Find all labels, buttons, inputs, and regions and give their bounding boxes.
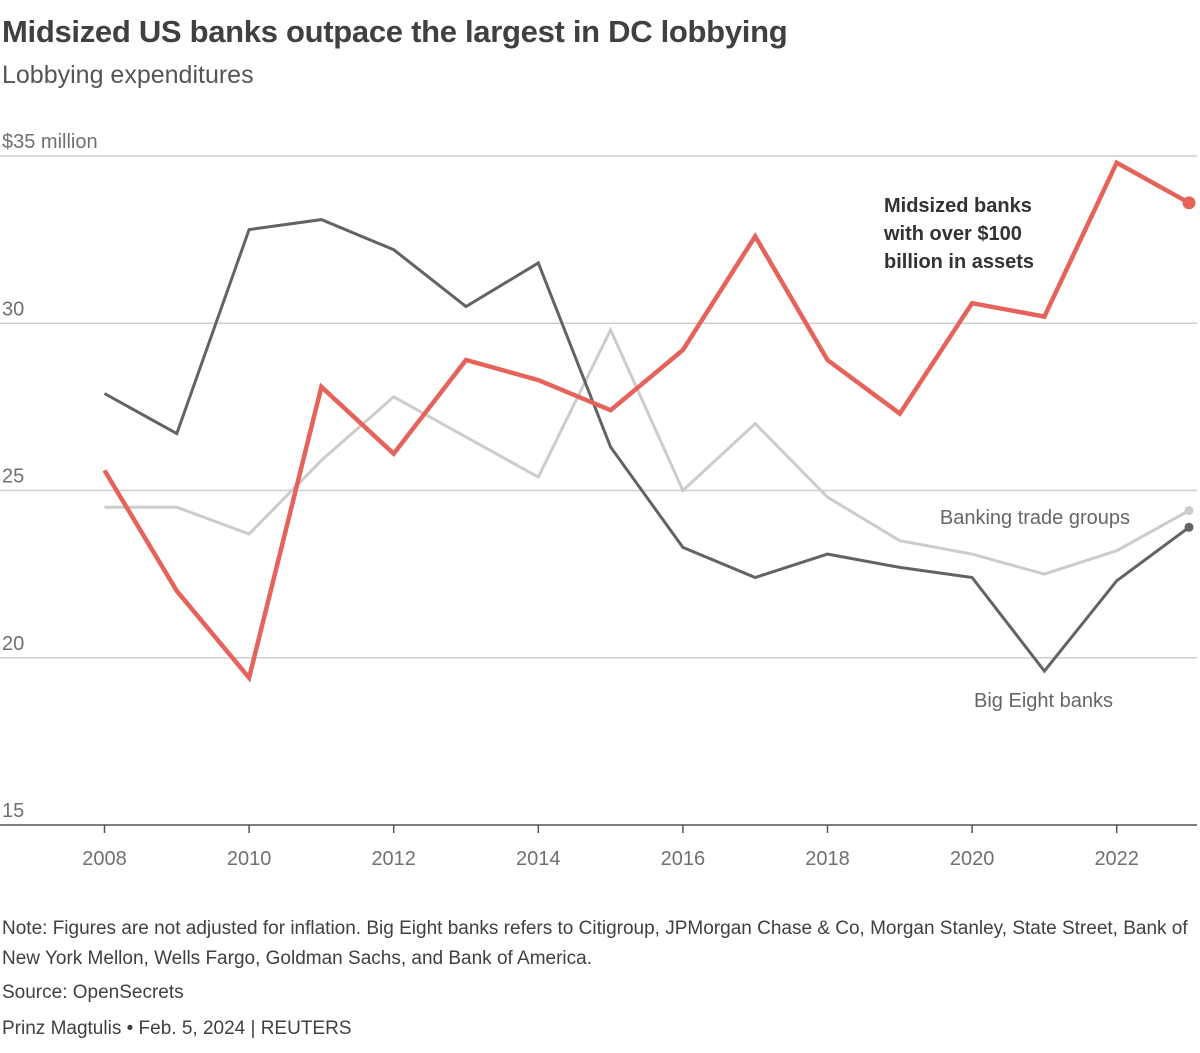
trade-groups-label: Banking trade groups bbox=[940, 507, 1130, 529]
gridlines bbox=[0, 155, 1197, 833]
x-tick-label: 2008 bbox=[82, 848, 127, 870]
trade-groups-line bbox=[104, 326, 1190, 576]
y-tick-label: $35 million bbox=[2, 131, 98, 153]
series-lines bbox=[102, 159, 1196, 683]
y-tick-label: 25 bbox=[2, 466, 24, 488]
midsized-banks-label: Midsized banks bbox=[884, 195, 1032, 217]
chart-subtitle: Lobbying expenditures bbox=[2, 61, 254, 89]
x-tick-label: 2016 bbox=[661, 848, 706, 870]
trade-groups-end-dot bbox=[1184, 506, 1194, 516]
chart-source: Source: OpenSecrets bbox=[2, 982, 184, 1003]
x-tick-label: 2010 bbox=[227, 848, 272, 870]
midsized-banks-end-dot bbox=[1182, 196, 1196, 210]
big-eight-end-dot bbox=[1184, 522, 1194, 532]
midsized-banks-line bbox=[102, 159, 1191, 683]
x-tick-label: 2022 bbox=[1094, 848, 1139, 870]
x-axis-tick-labels: 2008 2010 2012 2014 2016 2018 2020 2022 bbox=[82, 848, 1139, 870]
big-eight-label: Big Eight banks bbox=[974, 690, 1113, 712]
midsized-banks-label: billion in assets bbox=[884, 251, 1034, 273]
chart-credit: Prinz Magtulis • Feb. 5, 2024 | REUTERS bbox=[2, 1018, 352, 1039]
series-annotations: Midsized banks with over $100 billion in a… bbox=[883, 195, 1130, 712]
chart-note: Note: Figures are not adjusted for infla… bbox=[2, 918, 1188, 969]
x-tick-label: 2014 bbox=[516, 848, 561, 870]
y-tick-label: 30 bbox=[2, 298, 24, 320]
y-tick-label: 20 bbox=[2, 633, 24, 655]
line-chart: $35 million 30 25 20 15 2008 2010 2012 2014 2016… bbox=[0, 131, 1197, 870]
x-tick-label: 2018 bbox=[805, 848, 850, 870]
chart-title: Midsized US banks outpace the largest in… bbox=[2, 14, 788, 49]
x-tick-label: 2012 bbox=[371, 848, 416, 870]
y-tick-label: 15 bbox=[2, 800, 24, 822]
big-eight-line bbox=[103, 218, 1190, 674]
x-tick-label: 2020 bbox=[950, 848, 995, 870]
midsized-banks-label: with over $100 bbox=[883, 223, 1022, 245]
y-axis-tick-labels: $35 million 30 25 20 15 bbox=[2, 131, 98, 822]
